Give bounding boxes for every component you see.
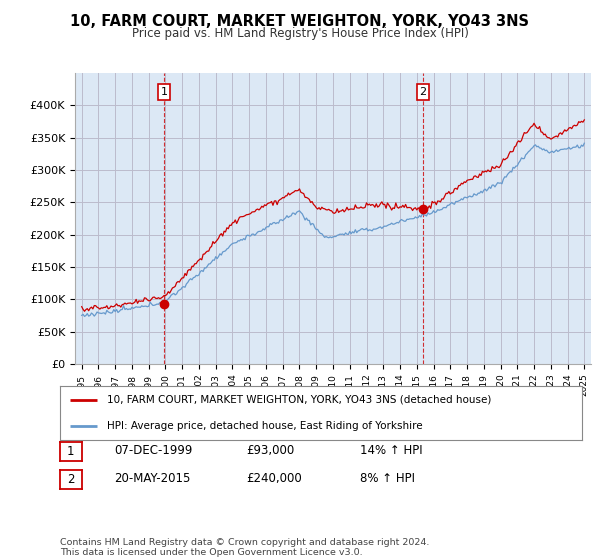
Text: £240,000: £240,000 <box>246 472 302 486</box>
Text: 10, FARM COURT, MARKET WEIGHTON, YORK, YO43 3NS (detached house): 10, FARM COURT, MARKET WEIGHTON, YORK, Y… <box>107 395 491 405</box>
Text: 1: 1 <box>67 445 74 458</box>
Text: Contains HM Land Registry data © Crown copyright and database right 2024.
This d: Contains HM Land Registry data © Crown c… <box>60 538 430 557</box>
Text: 1: 1 <box>161 87 167 97</box>
Text: HPI: Average price, detached house, East Riding of Yorkshire: HPI: Average price, detached house, East… <box>107 421 422 431</box>
Text: 8% ↑ HPI: 8% ↑ HPI <box>360 472 415 486</box>
Text: £93,000: £93,000 <box>246 444 294 458</box>
Text: 07-DEC-1999: 07-DEC-1999 <box>114 444 193 458</box>
Text: 20-MAY-2015: 20-MAY-2015 <box>114 472 190 486</box>
Text: 14% ↑ HPI: 14% ↑ HPI <box>360 444 422 458</box>
Text: Price paid vs. HM Land Registry's House Price Index (HPI): Price paid vs. HM Land Registry's House … <box>131 27 469 40</box>
Text: 2: 2 <box>419 87 427 97</box>
Text: 10, FARM COURT, MARKET WEIGHTON, YORK, YO43 3NS: 10, FARM COURT, MARKET WEIGHTON, YORK, Y… <box>71 14 530 29</box>
Text: 2: 2 <box>67 473 74 486</box>
